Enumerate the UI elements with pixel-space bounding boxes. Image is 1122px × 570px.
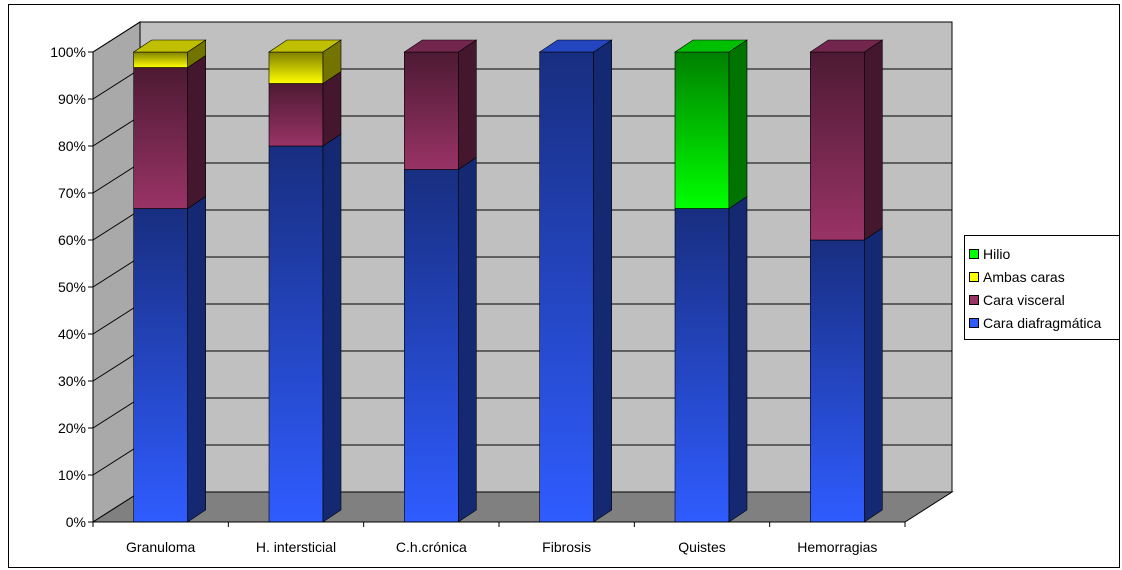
y-tick-label: 70% bbox=[58, 185, 86, 201]
x-tick-label: Granuloma bbox=[126, 539, 195, 555]
bar-hemorragias-cara-visceral-top bbox=[809, 39, 884, 53]
y-tick-label: 90% bbox=[58, 91, 86, 107]
y-tick-label: 40% bbox=[58, 326, 86, 342]
y-tick-label: 0% bbox=[66, 514, 86, 530]
bar-hemorragias-cara-visceral bbox=[810, 51, 865, 241]
bar-h-intersticial-cara-diafragmatica bbox=[268, 145, 324, 523]
bar-quistes-cara-diafragmatica-side bbox=[728, 195, 748, 523]
legend-item-ambas-caras: Ambas caras bbox=[969, 265, 1119, 288]
bar-quistes-cara-diafragmatica bbox=[674, 208, 730, 523]
legend-item-hilio: Hilio bbox=[969, 242, 1119, 265]
bar-hemorragias-cara-diafragmatica bbox=[810, 239, 865, 523]
bar-h-intersticial-cara-diafragmatica-side bbox=[322, 133, 342, 523]
bar-c-h-cronica-cara-diafragmatica bbox=[404, 169, 459, 523]
chart-legend: Hilio Ambas caras Cara visceral Cara diafra… bbox=[964, 235, 1120, 340]
y-tick-label: 100% bbox=[50, 44, 86, 60]
legend-swatch bbox=[969, 248, 979, 259]
bar-granuloma-cara-diafragmatica-side bbox=[187, 195, 206, 523]
y-tick-label: 60% bbox=[58, 232, 86, 248]
bar-granuloma-cara-visceral bbox=[133, 67, 188, 209]
bar-granuloma-cara-diafragmatica bbox=[133, 208, 188, 523]
bar-fibrosis-cara-diafragmatica bbox=[539, 51, 594, 523]
legend-label: Ambas caras bbox=[983, 268, 1065, 285]
bar-c-h-cronica-cara-diafragmatica-side bbox=[458, 156, 477, 523]
x-tick-label: C.h.crónica bbox=[396, 539, 467, 555]
legend-swatch bbox=[969, 271, 979, 282]
legend-swatch bbox=[969, 294, 979, 305]
x-tick-label: Hemorragias bbox=[797, 539, 877, 555]
y-tick-label: 50% bbox=[58, 279, 86, 295]
legend-swatch bbox=[969, 317, 979, 328]
bar-fibrosis-cara-diafragmatica-side bbox=[593, 39, 612, 523]
legend-item-cara-diafragmatica: Cara diafragmática bbox=[969, 311, 1119, 334]
gridline bbox=[92, 21, 952, 53]
y-tick-label: 10% bbox=[58, 467, 86, 483]
bar-h-intersticial-ambas-caras-top bbox=[268, 39, 342, 53]
bar-c-h-cronica-cara-visceral bbox=[404, 51, 459, 170]
bar-granuloma-ambas-caras bbox=[133, 51, 188, 68]
bar-quistes-hilio-top bbox=[674, 39, 748, 53]
bar-h-intersticial-cara-visceral-side bbox=[322, 70, 342, 147]
bar-quistes-hilio-side bbox=[728, 39, 748, 210]
bar-fibrosis-cara-diafragmatica-top bbox=[538, 39, 613, 53]
x-tick-label: H. intersticial bbox=[256, 539, 336, 555]
x-tick-label: Quistes bbox=[678, 539, 725, 555]
bar-h-intersticial-ambas-caras bbox=[268, 51, 324, 84]
bar-c-h-cronica-cara-visceral-side bbox=[458, 39, 477, 171]
legend-item-cara-visceral: Cara visceral bbox=[969, 288, 1119, 311]
bar-c-h-cronica-cara-visceral-top bbox=[403, 39, 478, 53]
y-tick-label: 80% bbox=[58, 138, 86, 154]
bar-hemorragias-cara-visceral-side bbox=[864, 39, 883, 241]
y-tick-label: 30% bbox=[58, 373, 86, 389]
bar-granuloma-ambas-caras-top bbox=[132, 39, 207, 53]
bar-granuloma-cara-visceral-side bbox=[187, 54, 206, 210]
bar-h-intersticial-cara-visceral bbox=[268, 83, 324, 147]
bar-hemorragias-cara-diafragmatica-side bbox=[864, 227, 883, 523]
bar-quistes-hilio bbox=[674, 51, 730, 209]
y-tick-label: 20% bbox=[58, 420, 86, 436]
legend-label: Hilio bbox=[983, 245, 1011, 262]
legend-label: Cara visceral bbox=[983, 291, 1065, 308]
legend-label: Cara diafragmática bbox=[983, 314, 1102, 331]
x-tick-label: Fibrosis bbox=[542, 539, 591, 555]
